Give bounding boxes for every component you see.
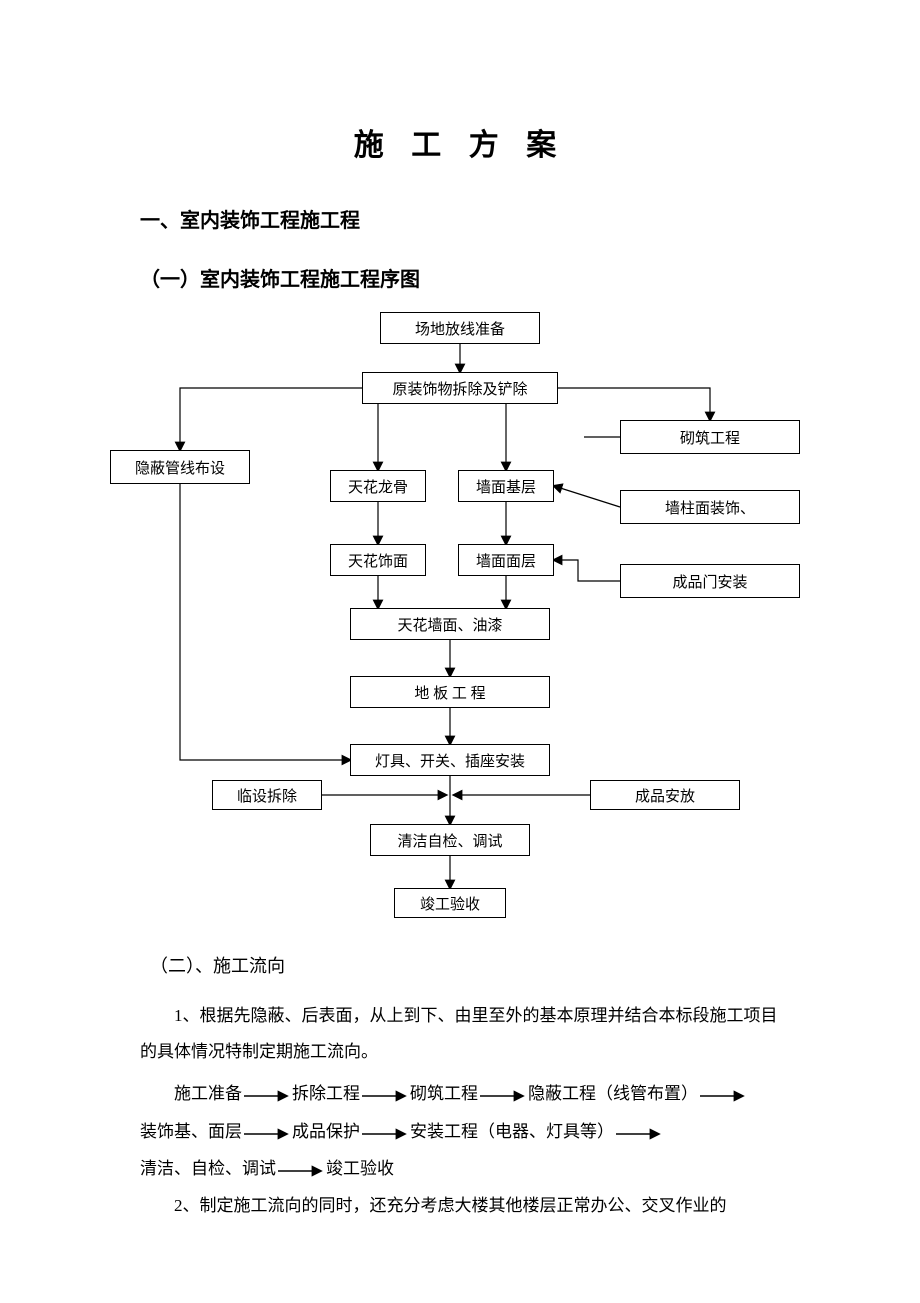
- section-1-heading: 一、室内装饰工程施工程: [140, 204, 780, 233]
- flow-step: 安装工程（电器、灯具等）: [410, 1113, 614, 1150]
- flowchart-node: 灯具、开关、插座安装: [350, 744, 550, 776]
- flow-step: 清洁、自检、调试: [140, 1150, 276, 1187]
- paragraph-3: 2、制定施工流向的同时，还充分考虑大楼其他楼层正常办公、交叉作业的: [140, 1188, 780, 1224]
- flowchart-node: 临设拆除: [212, 780, 322, 810]
- flowchart-node: 天花龙骨: [330, 470, 426, 502]
- flowchart-node: 天花饰面: [330, 544, 426, 576]
- flowchart-node: 墙面基层: [458, 470, 554, 502]
- flow-step: 竣工验收: [326, 1150, 394, 1187]
- flowchart-node: 场地放线准备: [380, 312, 540, 344]
- flowchart-node: 墙面面层: [458, 544, 554, 576]
- flow-step: 成品保护: [292, 1113, 360, 1150]
- flow-step: 装饰基、面层: [140, 1113, 242, 1150]
- flowchart-node: 天花墙面、油漆: [350, 608, 550, 640]
- flowchart-node: 清洁自检、调试: [370, 824, 530, 856]
- flow-step: 隐蔽工程（线管布置）: [528, 1075, 698, 1112]
- flowchart-node: 成品安放: [590, 780, 740, 810]
- section-1-2-heading: （二）、施工流向: [140, 952, 780, 978]
- flow-step: 砌筑工程: [410, 1075, 478, 1112]
- flowchart-node: 竣工验收: [394, 888, 506, 918]
- flowchart-node: 地 板 工 程: [350, 676, 550, 708]
- page-container: 施 工 方 案 一、室内装饰工程施工程 （一）室内装饰工程施工程序图 场地放线准…: [0, 0, 920, 1303]
- section-1-1-heading: （一）室内装饰工程施工程序图: [140, 263, 780, 292]
- flow-step: 施工准备: [174, 1075, 242, 1112]
- document-title: 施 工 方 案: [140, 120, 780, 164]
- flowchart-node: 原装饰物拆除及铲除: [362, 372, 558, 404]
- flowchart-node: 砌筑工程: [620, 420, 800, 454]
- flowchart-node: 隐蔽管线布设: [110, 450, 250, 484]
- flowchart-diagram: 场地放线准备原装饰物拆除及铲除隐蔽管线布设天花龙骨墙面基层 砌筑工程墙柱面装饰、天…: [110, 312, 850, 952]
- flow-step: 拆除工程: [292, 1075, 360, 1112]
- flowchart-node: 成品门安装: [620, 564, 800, 598]
- flow-sequence: 施工准备 拆除工程 砌筑工程 隐蔽工程（线管布置） 装饰基、面层 成品保护 安装工程（电器、…: [140, 1075, 780, 1187]
- paragraph-1: 1、根据先隐蔽、后表面，从上到下、由里至外的基本原理并结合本标段施工项目的具体情…: [140, 998, 780, 1069]
- flowchart-node: 墙柱面装饰、: [620, 490, 800, 524]
